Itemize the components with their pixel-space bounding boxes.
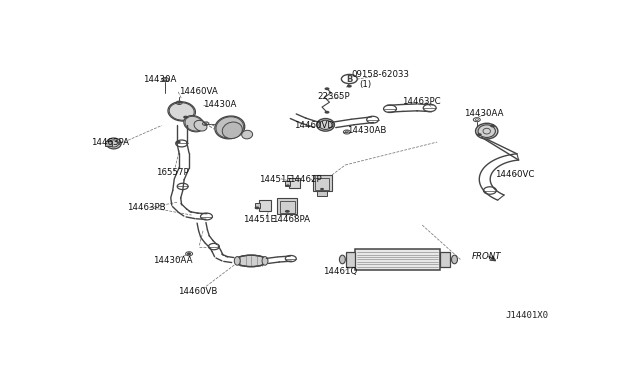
Circle shape bbox=[176, 141, 180, 144]
Ellipse shape bbox=[451, 255, 458, 264]
Circle shape bbox=[285, 210, 290, 213]
Text: 14430A: 14430A bbox=[143, 74, 177, 83]
Ellipse shape bbox=[222, 122, 243, 138]
Ellipse shape bbox=[194, 121, 207, 131]
Bar bbox=[346, 252, 355, 267]
Text: 14463PB: 14463PB bbox=[127, 203, 166, 212]
Text: 14451E: 14451E bbox=[243, 215, 276, 224]
Bar bbox=[280, 201, 295, 213]
Text: 16557P: 16557P bbox=[156, 168, 189, 177]
Ellipse shape bbox=[168, 102, 195, 121]
Bar bbox=[285, 181, 291, 186]
Ellipse shape bbox=[476, 123, 498, 139]
Circle shape bbox=[320, 188, 324, 190]
Circle shape bbox=[490, 125, 495, 128]
Ellipse shape bbox=[242, 130, 253, 139]
Text: B: B bbox=[346, 74, 353, 83]
Bar bbox=[440, 252, 449, 267]
Text: 14451E: 14451E bbox=[259, 175, 292, 184]
Text: 14430AA: 14430AA bbox=[153, 256, 193, 264]
Text: 14461Q: 14461Q bbox=[323, 267, 357, 276]
Circle shape bbox=[324, 87, 330, 90]
Bar bbox=[289, 177, 300, 189]
Text: 14463PA: 14463PA bbox=[91, 138, 129, 147]
Text: 14468PA: 14468PA bbox=[273, 215, 310, 224]
Text: (1): (1) bbox=[359, 80, 371, 89]
Text: 14463PC: 14463PC bbox=[403, 97, 441, 106]
Ellipse shape bbox=[106, 138, 121, 149]
Ellipse shape bbox=[262, 257, 268, 265]
Text: 14460VC: 14460VC bbox=[495, 170, 534, 179]
Bar bbox=[255, 203, 260, 208]
Circle shape bbox=[255, 206, 260, 209]
Text: 14462P: 14462P bbox=[289, 175, 322, 184]
Bar bbox=[313, 175, 332, 191]
Bar bbox=[355, 249, 440, 270]
Ellipse shape bbox=[317, 119, 335, 131]
Ellipse shape bbox=[234, 257, 240, 265]
Text: 14430AA: 14430AA bbox=[465, 109, 504, 118]
Text: 14430A: 14430A bbox=[203, 100, 236, 109]
Text: FRONT: FRONT bbox=[472, 251, 501, 260]
Text: 22365P: 22365P bbox=[317, 92, 349, 101]
Circle shape bbox=[324, 111, 330, 114]
Bar bbox=[105, 141, 112, 146]
Bar bbox=[277, 198, 297, 214]
Circle shape bbox=[477, 133, 482, 136]
Text: 14460VB: 14460VB bbox=[178, 287, 218, 296]
Bar bbox=[317, 191, 327, 196]
Circle shape bbox=[187, 253, 191, 255]
Bar bbox=[259, 201, 271, 211]
Circle shape bbox=[347, 85, 352, 88]
Text: 14460VD: 14460VD bbox=[294, 121, 334, 130]
Text: J14401X0: J14401X0 bbox=[506, 311, 548, 320]
Text: 14430AB: 14430AB bbox=[347, 126, 386, 135]
Text: 09158-62033: 09158-62033 bbox=[352, 70, 410, 79]
Ellipse shape bbox=[339, 255, 346, 264]
Circle shape bbox=[183, 116, 188, 119]
Ellipse shape bbox=[215, 116, 244, 139]
Bar bbox=[315, 177, 329, 190]
Ellipse shape bbox=[184, 116, 204, 132]
Circle shape bbox=[286, 185, 290, 187]
Text: 14460VA: 14460VA bbox=[179, 87, 218, 96]
Ellipse shape bbox=[235, 255, 268, 267]
